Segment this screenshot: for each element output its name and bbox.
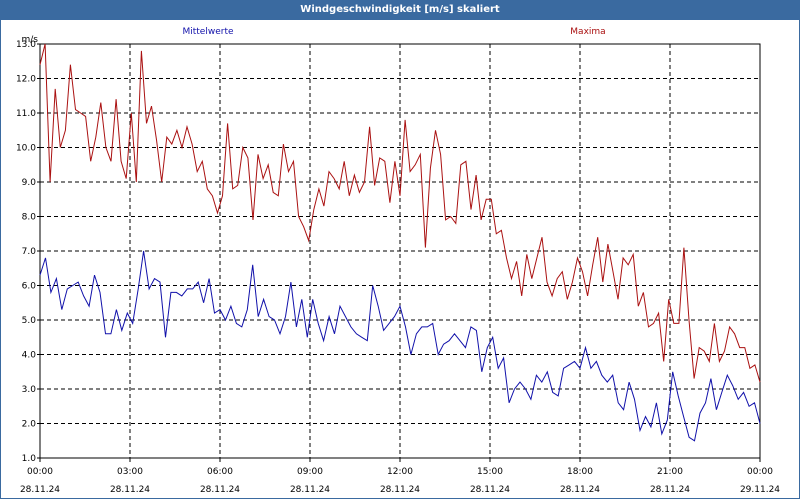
x-tick-time-label: 06:00: [207, 467, 233, 477]
x-tick-date-label: 28.11.24: [110, 485, 150, 495]
y-tick-label: 11.0: [16, 109, 36, 119]
x-tick-time-label: 21:00: [657, 467, 683, 477]
legend-label-maxima: Maxima: [570, 27, 605, 37]
y-tick-label: 12.0: [16, 75, 36, 85]
x-tick-date-label: 29.11.24: [740, 485, 780, 495]
series-line-mittelwerte: [39, 250, 761, 442]
y-axis-unit-label: m/s: [22, 35, 39, 45]
series-line-maxima: [39, 43, 761, 383]
x-tick-date-label: 28.11.24: [290, 485, 330, 495]
y-tick-label: 4.0: [22, 351, 37, 361]
x-tick-time-label: 18:00: [567, 467, 593, 477]
y-tick-label: 6.0: [22, 282, 37, 292]
y-tick-label: 7.0: [22, 247, 37, 257]
x-tick-date-label: 28.11.24: [560, 485, 600, 495]
y-tick-label: 13.0: [16, 40, 36, 50]
x-tick-time-label: 00:00: [27, 467, 53, 477]
x-tick-date-label: 28.11.24: [380, 485, 420, 495]
y-tick-label: 2.0: [22, 420, 37, 430]
y-tick-label: 3.0: [22, 385, 37, 395]
x-tick-time-label: 15:00: [477, 467, 503, 477]
x-tick-date-label: 28.11.24: [20, 485, 60, 495]
x-tick-date-label: 28.11.24: [200, 485, 240, 495]
y-tick-label: 9.0: [22, 178, 37, 188]
legend-label-mittelwerte: Mittelwerte: [182, 27, 233, 37]
x-tick-time-label: 12:00: [387, 467, 413, 477]
y-tick-label: 1.0: [22, 454, 37, 464]
y-tick-label: 5.0: [22, 316, 37, 326]
x-tick-date-label: 28.11.24: [650, 485, 690, 495]
y-tick-label: 8.0: [22, 213, 37, 223]
x-tick-time-label: 09:00: [297, 467, 323, 477]
window-title: Windgeschwindigkeit [m/s] skaliert: [0, 0, 800, 20]
x-tick-date-label: 28.11.24: [470, 485, 510, 495]
x-tick-time-label: 00:00: [747, 467, 773, 477]
y-tick-label: 10.0: [16, 144, 36, 154]
x-tick-time-label: 03:00: [117, 467, 143, 477]
